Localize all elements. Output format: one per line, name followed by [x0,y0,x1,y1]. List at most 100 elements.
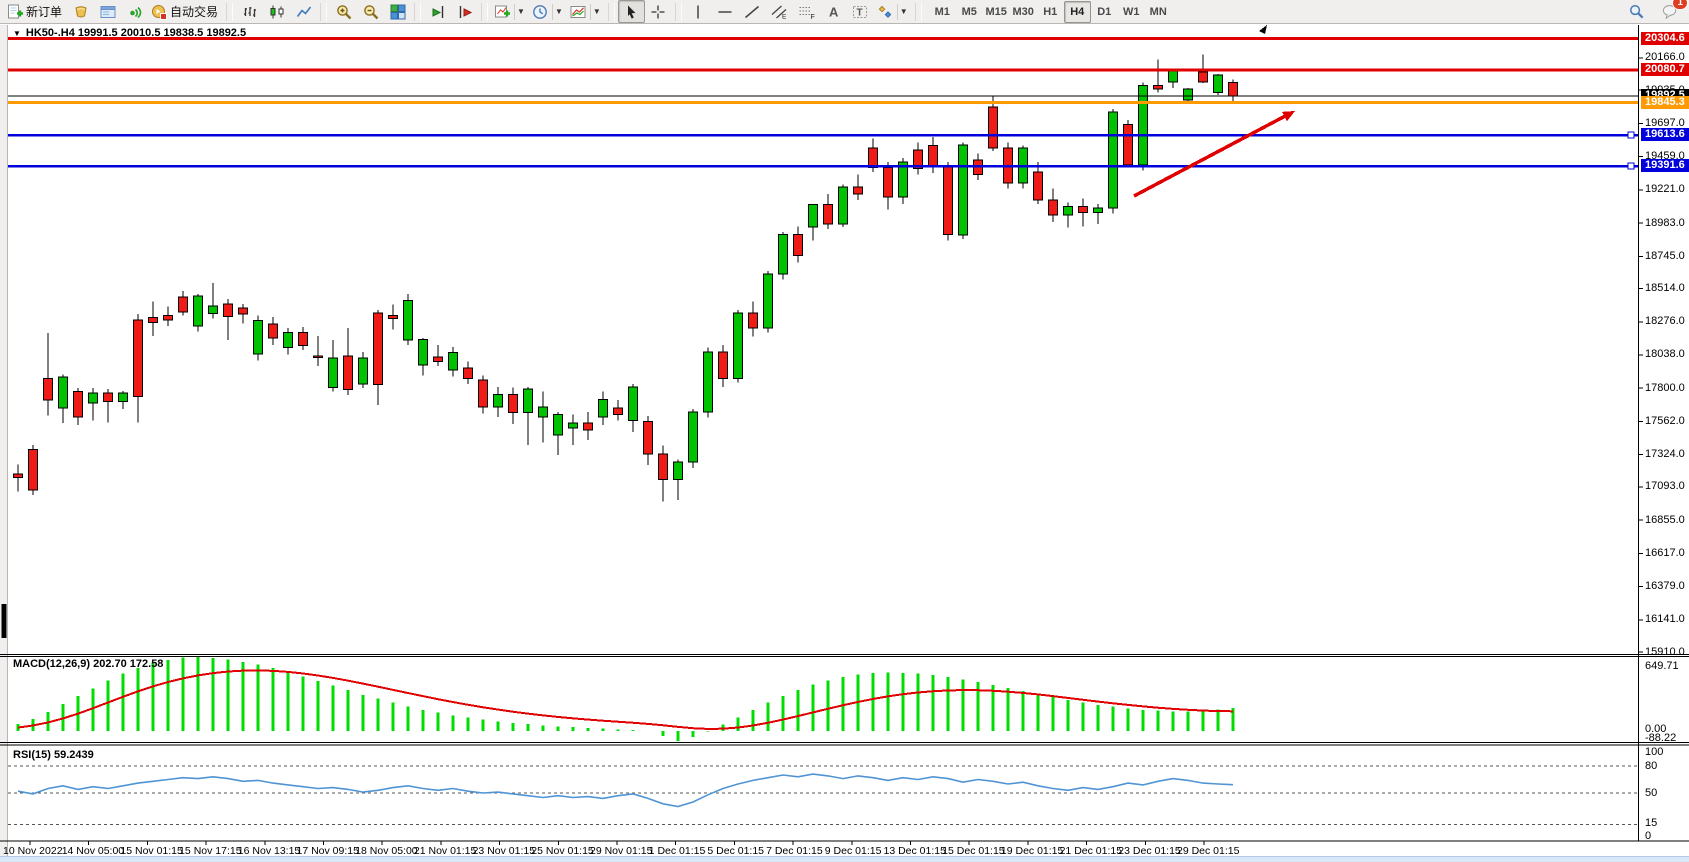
candles-chart-button[interactable] [263,0,290,23]
trend-arrow[interactable] [1133,111,1295,198]
bottom-window-strip [0,856,1689,862]
new-chart-button[interactable]: ▼ [491,0,529,23]
search-button[interactable] [1623,0,1650,23]
candle [643,416,653,465]
candle [1033,162,1043,204]
timeframe-m1-button[interactable]: M1 [934,5,950,18]
macd-max-label: 649.71 [1645,660,1679,672]
chat-unread-badge: 1 [1672,0,1688,10]
trend-arrow-line[interactable] [1133,112,1290,198]
time-axis-label[interactable]: 1 Dec 01:15 [648,845,706,857]
text-label-button[interactable]: T [847,0,874,23]
time-axis-label[interactable]: 21 Nov 01:15 [413,845,477,857]
time-axis-label[interactable]: 21 Dec 01:15 [1059,845,1123,857]
time-axis-label[interactable]: 29 Nov 01:15 [590,845,653,857]
candle [268,317,278,345]
equidistant-channel-button[interactable]: E [766,0,793,23]
candle-body [463,367,473,379]
cursor-button[interactable] [617,0,645,23]
time-axis-label[interactable]: 9 Dec 01:15 [824,845,882,857]
timeframe-m30-button[interactable]: M30 [1012,5,1034,18]
toolbar-separator [226,2,234,21]
vertical-line-button[interactable] [685,0,712,23]
auto-scroll-icon [432,5,443,18]
navigator-button[interactable] [94,0,121,23]
candle [1093,203,1103,225]
candle [703,347,713,418]
time-axis-label[interactable]: 15 Nov 01:15 [120,845,183,857]
price-tick-label: 18745.0 [1645,249,1685,262]
time-axis-label[interactable]: 15 Dec 01:15 [942,845,1005,857]
candle [943,162,953,241]
timeframe-h1-button[interactable]: H1 [1043,5,1058,18]
candle [913,142,923,175]
candle [298,326,308,350]
time-axis-label[interactable]: 10 Nov 2022 [3,845,63,857]
time-axis-label[interactable]: 25 Nov 01:15 [531,845,594,857]
time-axis-label[interactable]: 16 Nov 13:15 [237,845,301,857]
time-axis-label[interactable]: 29 Dec 01:15 [1177,845,1240,857]
toolbar-separator [481,2,489,21]
chevron-down-icon[interactable]: ▼ [589,3,603,20]
candle [358,351,368,389]
time-axis-label[interactable]: 18 Nov 05:00 [355,845,418,857]
candle-body [943,166,953,236]
timeframe-d1-button[interactable]: D1 [1097,5,1112,18]
horizontal-line-button[interactable] [712,0,739,23]
timeframe-h4-button[interactable]: H4 [1063,0,1091,23]
line-chart-button[interactable] [290,0,317,23]
candle-body [898,161,908,198]
price-tick-label: 19697.0 [1645,116,1685,129]
autotrading-button[interactable]: 自动交易 [148,0,223,23]
market-watch-icon [74,5,87,17]
time-axis-label[interactable]: 15 Nov 17:15 [179,845,242,857]
chevron-down-icon[interactable]: ▼ [551,3,565,20]
chevron-down-icon[interactable]: ▼ [896,3,910,20]
line-handle[interactable] [1627,131,1635,139]
new-order-button[interactable]: 新订单 [4,0,67,23]
zoom-in-button[interactable] [330,0,357,23]
time-axis-label[interactable]: 23 Nov 01:15 [472,845,536,857]
time-axis-label[interactable]: 7 Dec 01:15 [766,845,823,857]
auto-scroll-button[interactable] [424,0,451,23]
chart-shift-button[interactable] [451,0,478,23]
text-button[interactable]: A [820,0,847,23]
tile-windows-button[interactable] [384,0,411,23]
time-axis-label[interactable]: 5 Dec 01:15 [707,845,765,857]
bars-chart-button[interactable] [236,0,263,23]
timeframe-m5-button[interactable]: M5 [961,5,977,18]
time-axis-label[interactable]: 13 Dec 01:15 [883,845,946,857]
signals-button[interactable] [121,0,148,23]
price-tick-label: 18983.0 [1645,216,1685,229]
arrows-button[interactable]: ▼ [874,0,912,23]
periods-button[interactable]: ▼ [529,0,567,23]
fibonacci-button[interactable]: F [793,0,820,23]
candle [373,310,383,405]
new-order-icon [8,4,23,18]
toolbar-separator [414,2,422,21]
time-axis-label[interactable]: 23 Dec 01:15 [1118,845,1181,857]
toolbar-separator [914,2,922,21]
svg-text:F: F [811,14,815,21]
timeframe-mn-button[interactable]: MN [1149,5,1167,18]
timeframe-w1-button[interactable]: W1 [1122,5,1140,18]
trendline-button[interactable] [739,0,766,23]
candle [1213,74,1223,96]
chevron-down-icon[interactable]: ▼ [514,3,527,20]
rsi-0-label: 0 [1645,830,1652,842]
chat-button[interactable]: 1 [1656,0,1688,23]
timeframe-m15-button[interactable]: M15 [985,5,1007,18]
chart-dropdown-icon[interactable]: ▼ [13,28,21,38]
crosshair-button[interactable] [645,0,672,23]
candle [178,291,188,316]
templates-button[interactable]: ▼ [567,0,605,23]
time-axis-label[interactable]: 17 Nov 09:15 [296,845,359,857]
time-axis-label[interactable]: 19 Dec 01:15 [1000,845,1064,857]
line-handle[interactable] [1627,162,1635,170]
rsi-100-label: 100 [1645,746,1664,758]
channel-icon: E [771,5,787,20]
time-axis-label[interactable]: 14 Nov 05:00 [61,845,125,857]
market-watch-button[interactable] [67,0,94,23]
zoom-out-button[interactable] [357,0,384,23]
